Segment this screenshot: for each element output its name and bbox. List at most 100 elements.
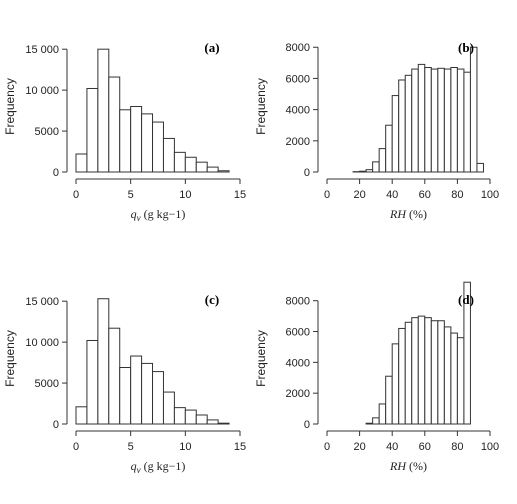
histogram-bar (398, 327, 406, 425)
histogram-bar (430, 320, 439, 425)
x-tick-label: 0 (324, 189, 330, 201)
histogram-bar (372, 161, 380, 173)
histogram-bar (404, 74, 413, 173)
histogram-bar (217, 170, 230, 173)
x-tick-label: 10 (179, 189, 191, 201)
histogram-bar (372, 417, 380, 425)
histogram-bar (97, 48, 110, 173)
histogram-bar (469, 46, 478, 173)
x-axis-label: qv (g kg−1) (131, 459, 186, 475)
histogram-bar (152, 371, 164, 425)
histogram-bar (141, 362, 154, 425)
histogram-bar (411, 317, 419, 425)
histogram-bar (162, 391, 175, 425)
panel-1: 0 20 40 60 80 100 0 2000 4000 6000 8000 Frequency RH… (254, 40, 499, 221)
y-tick-label: 15 000 (25, 296, 59, 308)
x-axis-label: RH (%) (389, 459, 427, 473)
histogram-bar (75, 406, 88, 425)
y-tick-label: 0 (304, 167, 310, 179)
histogram-bar (476, 162, 484, 173)
histogram-bar (424, 67, 432, 173)
y-tick-label: 5000 (35, 126, 59, 138)
x-axis-label: qv (g kg−1) (131, 207, 186, 223)
x-tick-label: 100 (481, 189, 499, 201)
histogram-bar (108, 327, 121, 425)
histogram-bar (86, 339, 99, 425)
histogram-bar (404, 321, 413, 425)
histogram-bar (463, 71, 471, 173)
y-tick-label: 0 (53, 419, 59, 431)
histogram-bar (430, 68, 439, 173)
histogram-bar (443, 326, 452, 425)
y-tick-label: 8000 (286, 296, 310, 308)
histogram-bar (97, 298, 110, 425)
histogram-bar (456, 68, 465, 173)
y-tick-label: 0 (304, 419, 310, 431)
histogram-bar (417, 315, 426, 425)
x-tick-label: 5 (128, 189, 134, 201)
histogram-bar (450, 332, 458, 425)
y-tick-label: 2000 (286, 136, 310, 148)
y-tick-label: 4000 (286, 105, 310, 117)
x-tick-label: 0 (324, 441, 330, 453)
x-tick-label: 60 (419, 441, 431, 453)
x-tick-label: 20 (353, 441, 365, 453)
x-tick-label: 5 (128, 441, 134, 453)
y-axis-label: Frequency (3, 78, 17, 135)
histogram-bar (378, 403, 387, 425)
histogram-bar (130, 355, 143, 425)
histogram-bar (365, 422, 374, 425)
x-axis-label: RH (%) (389, 207, 427, 221)
histogram-bar (411, 68, 419, 173)
panel-label: (a) (204, 40, 219, 55)
histogram-bar (152, 121, 164, 173)
x-tick-label: 0 (73, 189, 79, 201)
histogram-bar (437, 320, 445, 425)
y-tick-label: 10 000 (25, 337, 59, 349)
x-tick-label: 100 (481, 441, 499, 453)
x-tick-label: 20 (353, 189, 365, 201)
panel-0: 0 5 10 15 0 5000 10 000 15 000 Frequency qv (g kg… (3, 40, 246, 223)
histogram-bar (119, 109, 132, 173)
x-tick-label: 10 (179, 441, 191, 453)
y-axis-label: Frequency (254, 78, 268, 135)
x-tick-label: 80 (451, 189, 463, 201)
y-tick-label: 10 000 (25, 85, 59, 97)
y-tick-label: 0 (53, 167, 59, 179)
histogram-bar (119, 367, 132, 425)
histogram-bar (463, 281, 471, 425)
y-tick-label: 4000 (286, 357, 310, 369)
histogram-bar (141, 113, 154, 173)
histogram-bar (130, 106, 143, 173)
histogram-bar (75, 153, 88, 173)
x-tick-label: 40 (386, 441, 398, 453)
panel-label: (c) (205, 292, 219, 307)
histogram-bar (173, 151, 186, 173)
histogram-bar (443, 68, 452, 173)
y-tick-label: 8000 (286, 42, 310, 54)
y-tick-label: 2000 (286, 388, 310, 400)
histogram-bar (195, 414, 208, 425)
x-tick-label: 0 (73, 441, 79, 453)
histogram-bar (391, 343, 400, 425)
x-tick-label: 40 (386, 189, 398, 201)
panel-label: (d) (458, 292, 474, 307)
histogram-bar (359, 170, 367, 173)
y-axis-label: Frequency (254, 330, 268, 387)
y-tick-label: 6000 (286, 327, 310, 339)
histogram-bar (108, 76, 121, 173)
histogram-bar (206, 166, 219, 173)
y-axis-label: Frequency (3, 330, 17, 387)
histogram-bar (86, 87, 99, 173)
histogram-bar (417, 63, 426, 173)
histogram-bar (398, 79, 406, 173)
y-tick-label: 15 000 (25, 44, 59, 56)
histogram-bar (456, 337, 465, 425)
y-tick-label: 5000 (35, 378, 59, 390)
histogram-bar (424, 317, 432, 425)
histogram-bar (385, 375, 393, 425)
histogram-bar (195, 161, 208, 173)
panel-3: 0 20 40 60 80 100 0 2000 4000 6000 8000 Frequency RH… (254, 281, 499, 473)
panel-label: (b) (458, 40, 474, 55)
histogram-bar (184, 156, 197, 173)
